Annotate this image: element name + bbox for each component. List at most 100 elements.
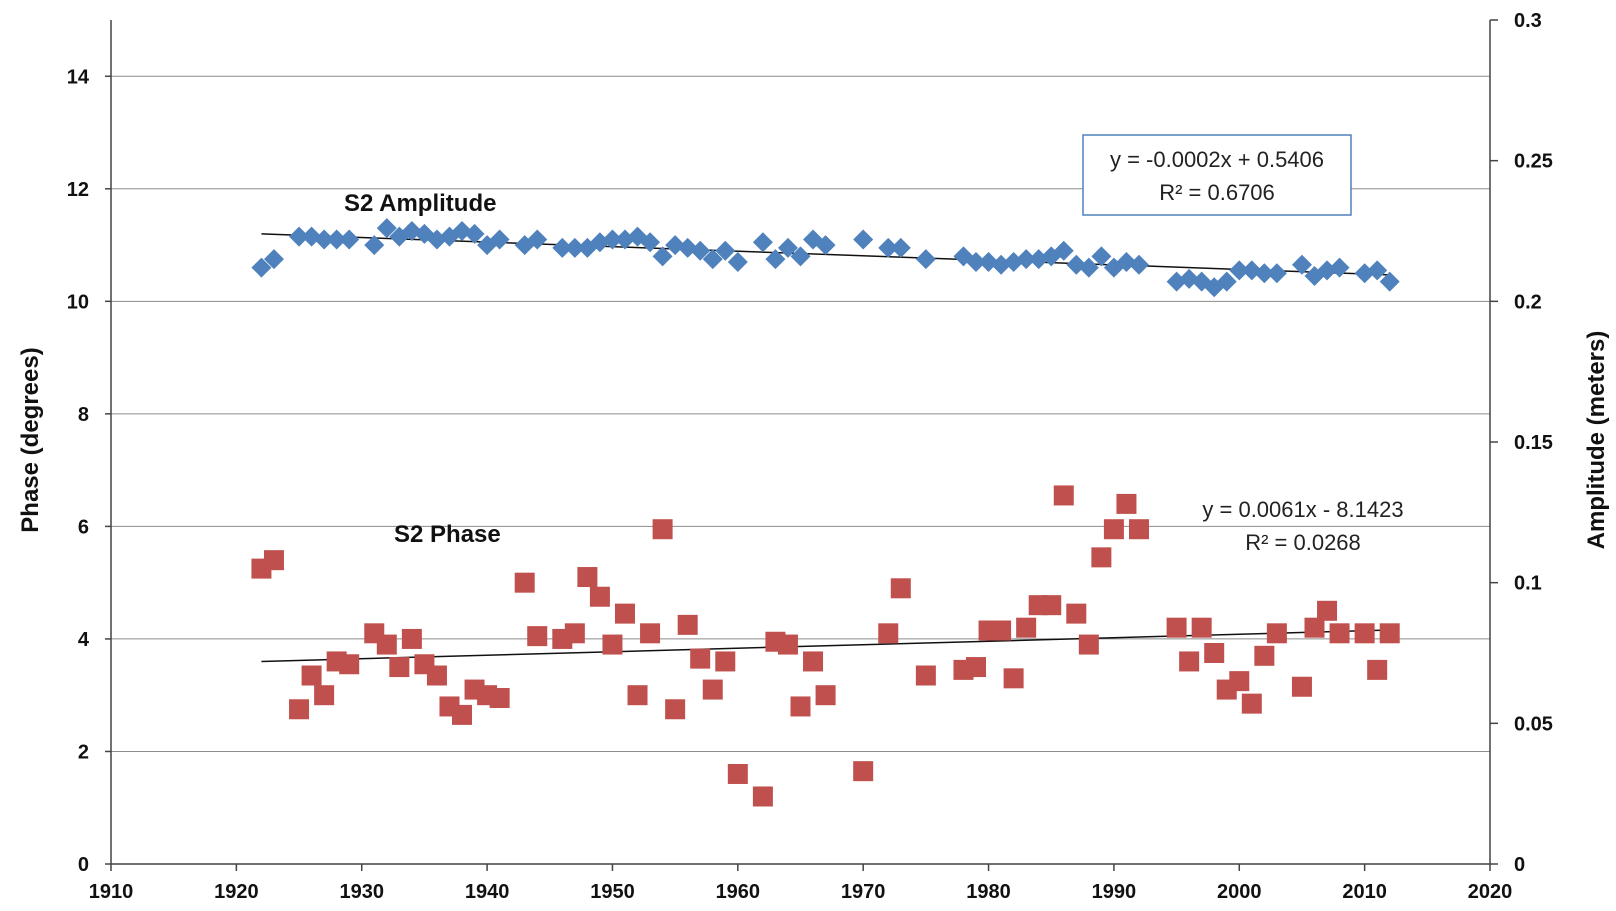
phase-point xyxy=(690,648,711,669)
amplitude-point xyxy=(652,246,673,267)
amplitude-point xyxy=(1003,251,1024,272)
amplitude-point xyxy=(289,226,310,247)
y-right-tick-label: 0.05 xyxy=(1514,713,1553,735)
amplitude-point xyxy=(702,249,723,270)
phase-point xyxy=(890,578,911,599)
x-tick-label: 2020 xyxy=(1468,881,1513,903)
amplitude-point xyxy=(1091,246,1112,267)
phase-point xyxy=(677,614,698,635)
amplitude-point xyxy=(1291,254,1312,275)
phase-point xyxy=(652,519,673,540)
phase-point xyxy=(702,679,723,700)
amplitude-point xyxy=(339,229,360,250)
amplitude-point xyxy=(715,240,736,261)
amplitude-point xyxy=(915,249,936,270)
y-left-tick-label: 0 xyxy=(78,854,89,876)
amplitude-point xyxy=(765,249,786,270)
y-left-tick-label: 8 xyxy=(78,404,89,426)
phase-point xyxy=(489,688,510,709)
phase-point xyxy=(577,567,598,588)
phase-point xyxy=(627,685,648,706)
phase-point xyxy=(339,654,360,675)
y-right-tick-label: 0.2 xyxy=(1514,291,1542,313)
amplitude-point xyxy=(1379,271,1400,292)
phase-point xyxy=(1254,645,1275,666)
trendline-phase-equation: y = 0.0061x - 8.1423 xyxy=(1202,497,1403,522)
phase-point xyxy=(1241,693,1262,714)
y-axis-left-label: Phase (degrees) xyxy=(17,347,44,532)
series-label-phase: S2 Phase xyxy=(394,521,501,548)
amplitude-point xyxy=(602,229,623,250)
phase-point xyxy=(665,699,686,720)
amplitude-point xyxy=(527,229,548,250)
phase-point xyxy=(1317,600,1338,621)
amplitude-point xyxy=(326,229,347,250)
phase-point xyxy=(991,620,1012,641)
data-markers xyxy=(251,218,1400,807)
phase-point xyxy=(527,626,548,647)
y-left-tick-label: 14 xyxy=(67,66,90,88)
phase-point xyxy=(752,786,773,807)
amplitude-point xyxy=(1367,260,1388,281)
phase-point xyxy=(853,761,874,782)
amplitude-point xyxy=(752,232,773,253)
phase-point xyxy=(1041,595,1062,616)
phase-point xyxy=(401,628,422,649)
x-tick-label: 1940 xyxy=(465,881,510,903)
trendlines xyxy=(261,233,1390,663)
y-right-tick-label: 0.3 xyxy=(1514,10,1542,32)
amplitude-point xyxy=(376,218,397,239)
amplitude-point xyxy=(1078,257,1099,278)
amplitude-point xyxy=(564,237,585,258)
phase-point xyxy=(376,634,397,655)
phase-point xyxy=(790,696,811,717)
phase-point xyxy=(777,634,798,655)
phase-point xyxy=(614,603,635,624)
amplitude-point xyxy=(878,237,899,258)
amplitude-point xyxy=(314,229,335,250)
x-tick-label: 1970 xyxy=(841,881,886,903)
phase-point xyxy=(640,623,661,644)
y-right-tick-label: 0 xyxy=(1514,854,1525,876)
phase-point xyxy=(1166,617,1187,638)
phase-point xyxy=(1053,485,1074,506)
phase-point xyxy=(803,651,824,672)
x-tick-label: 1920 xyxy=(214,881,259,903)
x-tick-label: 1960 xyxy=(716,881,761,903)
trendline-amplitude-equation: y = -0.0002x + 0.5406 xyxy=(1110,147,1324,172)
phase-point xyxy=(301,665,322,686)
x-tick-label: 1950 xyxy=(590,881,635,903)
phase-point xyxy=(1091,547,1112,568)
phase-point xyxy=(1128,519,1149,540)
phase-point xyxy=(1304,617,1325,638)
amplitude-point xyxy=(1128,254,1149,275)
y-left-tick-label: 12 xyxy=(67,179,89,201)
phase-point xyxy=(715,651,736,672)
trendline-amplitude-r2: R² = 0.6706 xyxy=(1159,180,1275,205)
y-right-tick-label: 0.1 xyxy=(1514,573,1542,595)
phase-point xyxy=(589,586,610,607)
trendline-amplitude-box xyxy=(1082,134,1352,216)
phase-point xyxy=(915,665,936,686)
x-tick-label: 1980 xyxy=(966,881,1011,903)
phase-point xyxy=(1003,668,1024,689)
amplitude-point xyxy=(1216,271,1237,292)
phase-point xyxy=(263,550,284,571)
phase-point xyxy=(1103,519,1124,540)
phase-point xyxy=(289,699,310,720)
amplitude-point xyxy=(251,257,272,278)
phase-point xyxy=(1329,623,1350,644)
x-tick-label: 2000 xyxy=(1217,881,1262,903)
phase-point xyxy=(1229,671,1250,692)
amplitude-point xyxy=(263,249,284,270)
phase-point xyxy=(1016,617,1037,638)
x-tick-label: 2010 xyxy=(1342,881,1387,903)
x-tick-label: 1910 xyxy=(89,881,134,903)
phase-point xyxy=(426,665,447,686)
amplitude-point xyxy=(790,246,811,267)
phase-point xyxy=(1066,603,1087,624)
amplitude-point xyxy=(1016,249,1037,270)
phase-point xyxy=(602,634,623,655)
amplitude-point xyxy=(853,229,874,250)
